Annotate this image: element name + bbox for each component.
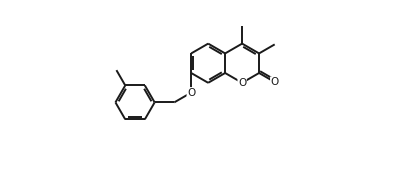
Text: O: O bbox=[238, 78, 246, 88]
Text: O: O bbox=[187, 88, 195, 98]
Text: O: O bbox=[271, 77, 279, 87]
